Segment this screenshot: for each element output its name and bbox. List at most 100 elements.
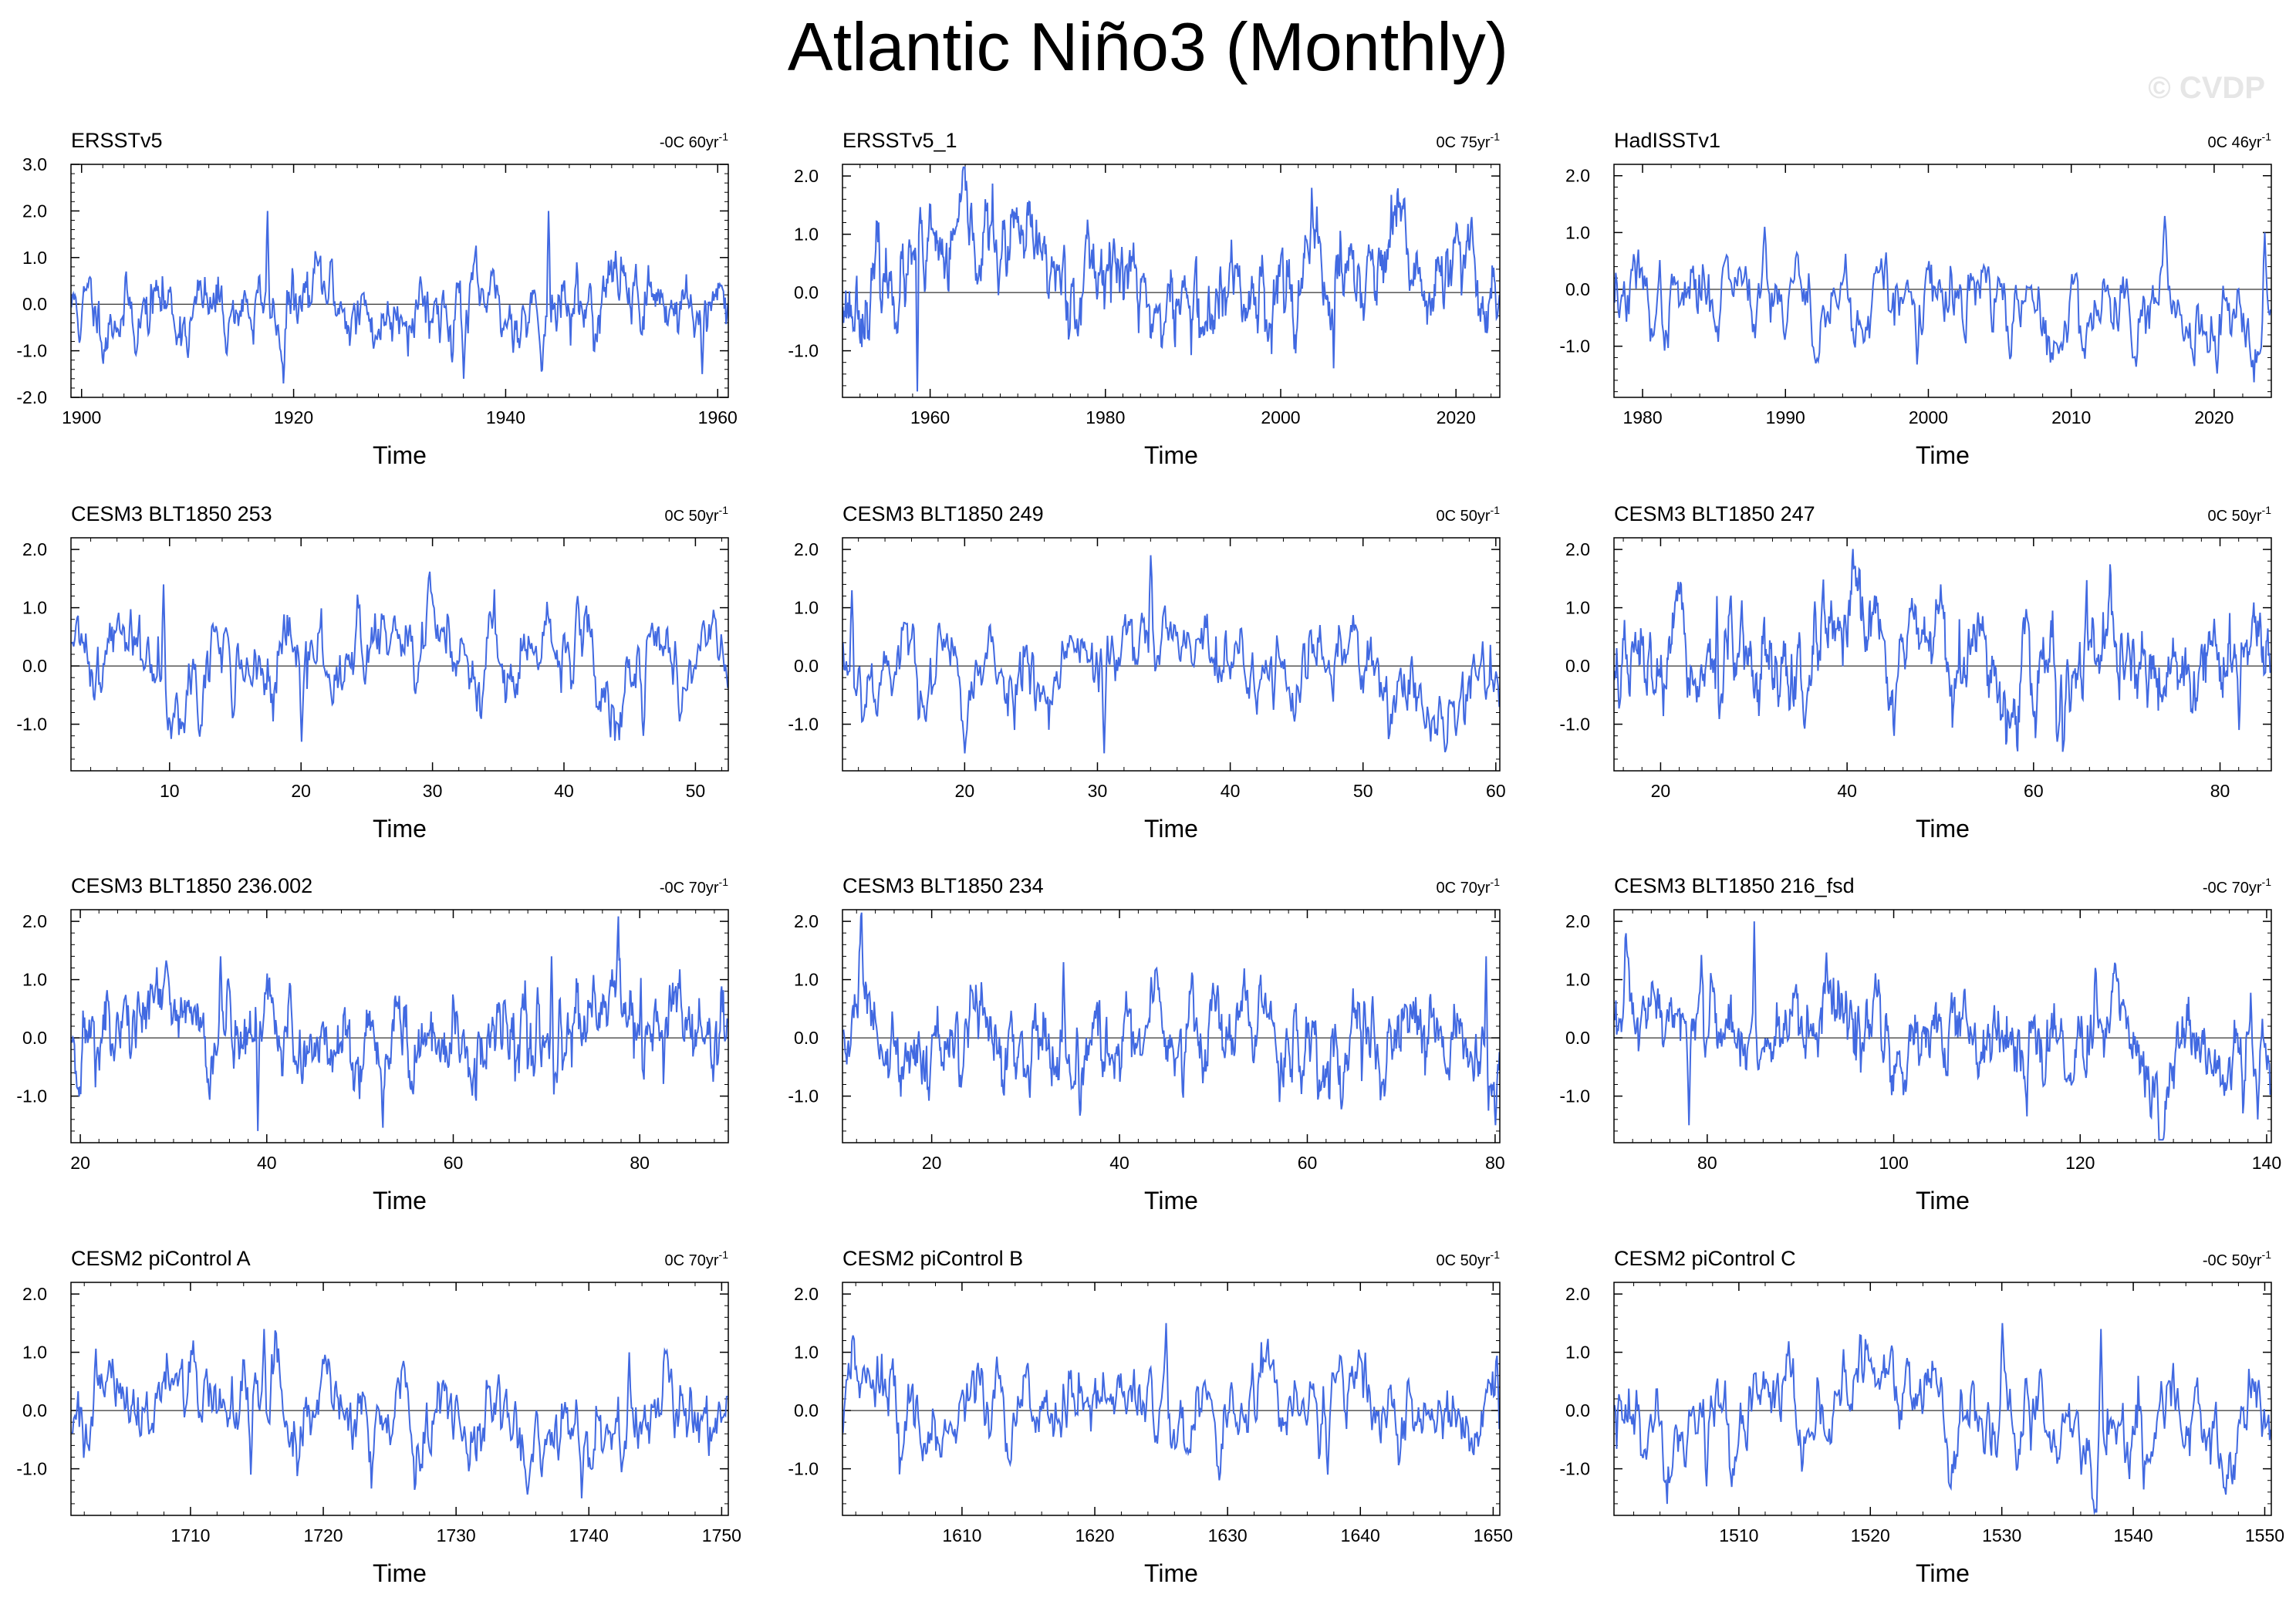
x-tick-label: 1720	[303, 1525, 343, 1545]
x-axis-label: Time	[1916, 815, 1970, 843]
x-tick-label: 1990	[1766, 407, 1805, 427]
x-tick-label: 1610	[942, 1525, 981, 1545]
y-tick-label: 1.0	[794, 598, 819, 618]
y-tick-label: 1.0	[22, 248, 47, 268]
trend-label: -0C 70yr-1	[2203, 876, 2271, 897]
x-tick-label: 2020	[1437, 407, 1476, 427]
x-tick-label: 2000	[1909, 407, 1948, 427]
series-line	[1613, 549, 2271, 752]
y-tick-label: 0.0	[1565, 1400, 1590, 1420]
x-axis-label: Time	[1144, 1187, 1198, 1214]
trend-superscript: -1	[1491, 876, 1501, 888]
x-tick-label: 60	[1486, 781, 1506, 801]
series-line	[842, 166, 1501, 392]
y-tick-label: 1.0	[1565, 970, 1590, 990]
x-tick-label: 1900	[62, 407, 101, 427]
x-axis-label: Time	[1916, 441, 1970, 469]
x-tick-label: 50	[1353, 781, 1373, 801]
y-tick-label: 2.0	[1565, 166, 1590, 186]
y-tick-label: 3.0	[22, 154, 47, 174]
plot-frame	[70, 164, 729, 398]
series-line	[71, 1329, 728, 1498]
trend-label: -0C 50yr-1	[2203, 1248, 2271, 1269]
x-tick-label: 2010	[2051, 407, 2091, 427]
panel-title: CESM3 BLT1850 234	[842, 874, 1044, 897]
trend-superscript: -1	[719, 130, 729, 143]
y-tick-label: -1.0	[16, 1459, 47, 1479]
x-tick-label: 20	[291, 781, 311, 801]
x-tick-label: 80	[1697, 1153, 1717, 1173]
x-tick-label: 80	[2210, 781, 2230, 801]
trend-label: 0C 50yr-1	[1437, 504, 1501, 525]
x-tick-label: 1630	[1208, 1525, 1248, 1545]
panel-1: ERSSTv5 -0C 60yr-1 1900 1920 1940 1960 -2.0 -1.…	[16, 129, 737, 469]
series-line	[1613, 1322, 2272, 1515]
x-tick-label: 20	[1651, 781, 1671, 801]
x-tick-label: 10	[160, 781, 180, 801]
x-axis-label: Time	[1144, 441, 1198, 469]
y-tick-label: -1.0	[1559, 336, 1590, 356]
x-tick-label: 40	[1221, 781, 1241, 801]
x-tick-label: 2000	[1261, 407, 1300, 427]
plot-frame	[1613, 909, 2272, 1143]
series-line	[842, 1322, 1501, 1481]
x-tick-label: 1650	[1474, 1525, 1513, 1545]
x-tick-label: 1980	[1086, 407, 1125, 427]
plot-frame	[1613, 537, 2272, 772]
x-tick-label: 80	[1485, 1153, 1505, 1173]
y-tick-label: 1.0	[22, 1343, 47, 1363]
x-axis-label: Time	[373, 1187, 427, 1214]
y-tick-label: 0.0	[794, 282, 819, 302]
x-tick-label: 1960	[698, 407, 738, 427]
y-tick-label: 2.0	[794, 539, 819, 559]
trend-superscript: -1	[2262, 1248, 2272, 1261]
panel-title: CESM3 BLT1850 253	[71, 502, 272, 525]
y-tick-label: 1.0	[1565, 598, 1590, 618]
y-tick-label: 2.0	[22, 1284, 47, 1304]
series-line	[1613, 921, 2272, 1141]
panel-10: CESM2 piControl A 0C 70yr-1 1710 1720 1730 17…	[16, 1247, 741, 1587]
series-line	[70, 916, 729, 1131]
y-tick-label: -1.0	[1559, 714, 1590, 735]
y-tick-label: -1.0	[1559, 1459, 1590, 1479]
plot-frame	[1613, 164, 2272, 398]
trend-superscript: -1	[719, 504, 729, 516]
y-tick-label: 1.0	[22, 598, 47, 618]
y-tick-label: 2.0	[794, 1284, 819, 1304]
trend-label: -0C 70yr-1	[660, 876, 728, 897]
x-tick-label: 2020	[2194, 407, 2234, 427]
x-tick-label: 60	[2024, 781, 2044, 801]
trend-label: 0C 75yr-1	[1437, 130, 1501, 151]
y-tick-label: 2.0	[22, 539, 47, 559]
x-tick-label: 100	[1879, 1153, 1908, 1173]
x-tick-label: 1740	[569, 1525, 609, 1545]
y-tick-label: 0.0	[1565, 1028, 1590, 1048]
trend-superscript: -1	[719, 876, 729, 888]
x-tick-label: 1980	[1622, 407, 1662, 427]
y-tick-label: 1.0	[794, 1343, 819, 1363]
trend-superscript: -1	[2262, 876, 2272, 888]
x-tick-label: 140	[2252, 1153, 2281, 1173]
x-tick-label: 30	[423, 781, 443, 801]
x-tick-label: 50	[686, 781, 706, 801]
x-axis-label: Time	[1916, 1187, 1970, 1214]
y-tick-label: -1.0	[16, 1086, 47, 1106]
panel-4: CESM3 BLT1850 253 0C 50yr-1 10 20 30 40 50 -1.0…	[16, 502, 729, 843]
plot-frame	[842, 537, 1501, 772]
plot-frame	[70, 1282, 729, 1516]
panel-2: ERSSTv5_1 0C 75yr-1 1960 1980 2000 2020 -1.0 0.…	[788, 129, 1501, 469]
trend-superscript: -1	[1491, 130, 1501, 143]
y-tick-label: -1.0	[788, 714, 819, 735]
x-tick-label: 1960	[910, 407, 950, 427]
y-tick-label: 2.0	[794, 166, 819, 186]
panel-title: CESM2 piControl C	[1614, 1247, 1796, 1270]
x-axis-label: Time	[1144, 815, 1198, 843]
y-tick-label: 0.0	[22, 294, 47, 314]
panel-5: CESM3 BLT1850 249 0C 50yr-1 20 30 40 50 60 -1.0…	[788, 502, 1505, 843]
x-tick-label: 40	[554, 781, 574, 801]
series-line	[842, 555, 1501, 754]
trend-label: 0C 46yr-1	[2208, 130, 2272, 151]
y-tick-label: 2.0	[22, 911, 47, 931]
x-tick-label: 120	[2065, 1153, 2095, 1173]
x-tick-label: 1520	[1851, 1525, 1890, 1545]
